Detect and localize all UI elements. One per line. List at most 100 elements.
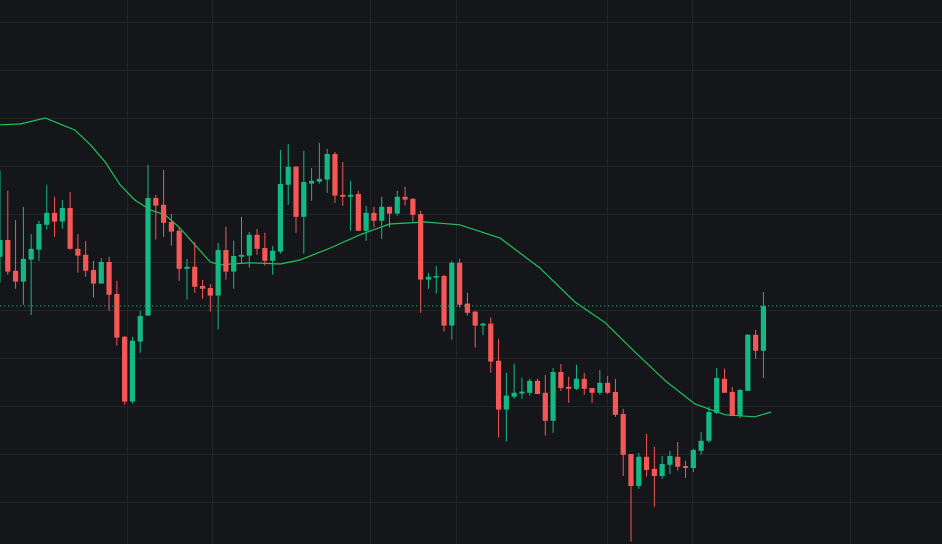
moving-average-line <box>0 117 772 418</box>
candle-body <box>573 378 580 389</box>
candle-up <box>98 258 104 284</box>
candle-body <box>12 270 19 282</box>
candle-body <box>199 286 206 289</box>
candle-down <box>628 454 634 542</box>
candle-body <box>581 378 587 389</box>
candle-body <box>98 262 104 284</box>
candle-body <box>59 208 65 222</box>
candle-down <box>682 460 689 478</box>
candle-down <box>620 408 626 476</box>
candle-down <box>581 372 587 395</box>
candle-body <box>238 254 245 257</box>
candle-down <box>753 330 759 359</box>
candle-body <box>433 276 439 278</box>
candle-up <box>238 216 245 264</box>
candle-up <box>480 322 486 335</box>
candle-body <box>207 288 213 296</box>
candle-body <box>760 306 767 351</box>
candle-body <box>464 303 470 313</box>
candle-body <box>44 212 50 225</box>
candle-body <box>620 414 626 455</box>
candle-down <box>371 206 377 228</box>
candles-layer <box>0 142 767 542</box>
candle-down <box>340 162 346 206</box>
candle-body <box>223 250 229 272</box>
candle-body <box>129 340 136 402</box>
candle-up <box>215 242 221 330</box>
candle-body <box>316 178 322 182</box>
candle-up <box>379 196 385 239</box>
candle-down <box>207 284 213 312</box>
candle-up <box>28 234 34 315</box>
candle-body <box>153 198 159 206</box>
candle-up <box>363 206 369 241</box>
candle-body <box>340 194 346 197</box>
candle-up <box>667 450 673 474</box>
candle-down <box>488 317 494 373</box>
candle-up <box>449 260 455 340</box>
candle-up <box>394 190 400 216</box>
candle-body <box>277 184 284 252</box>
candle-body <box>519 391 525 394</box>
candle-body <box>122 336 128 402</box>
candle-down <box>332 152 338 203</box>
candle-up <box>36 220 42 261</box>
candle-down <box>160 170 167 237</box>
candle-down <box>75 234 81 273</box>
candle-down <box>83 240 89 277</box>
candle-up <box>137 310 143 353</box>
candle-body <box>721 378 728 393</box>
candle-down <box>192 242 198 293</box>
candle-down <box>729 386 735 416</box>
candle-body <box>231 256 237 272</box>
candle-down <box>90 260 97 298</box>
candle-down <box>441 274 447 332</box>
candle-body <box>75 248 81 256</box>
candle-body <box>285 166 291 185</box>
candle-body <box>386 206 393 214</box>
candle-up <box>760 292 767 378</box>
candle-body <box>612 392 619 415</box>
candle-body <box>371 212 377 221</box>
candle-body <box>441 276 447 326</box>
candle-down <box>675 442 681 471</box>
candle-body <box>301 182 307 217</box>
candle-body <box>753 334 759 351</box>
candle-body <box>215 250 221 296</box>
candle-down <box>223 226 229 280</box>
candle-body <box>67 208 73 249</box>
candle-up <box>636 452 642 489</box>
candle-body <box>495 360 502 410</box>
candle-body <box>589 388 595 393</box>
candle-up <box>347 180 354 231</box>
candle-body <box>184 266 190 269</box>
candle-body <box>160 204 167 223</box>
candle-body <box>137 316 143 342</box>
candle-up <box>597 370 603 395</box>
candle-up <box>20 206 26 305</box>
candle-up <box>316 142 322 184</box>
candle-down <box>457 258 463 308</box>
candle-up <box>231 240 237 289</box>
candle-up <box>527 378 533 396</box>
candle-down <box>114 280 120 346</box>
candle-down <box>402 186 408 206</box>
candle-body <box>511 392 517 397</box>
candle-body <box>534 380 541 394</box>
candle-body <box>550 372 556 421</box>
candle-up <box>425 272 432 289</box>
candle-down <box>418 210 424 313</box>
candle-body <box>106 262 112 295</box>
candle-down <box>12 220 19 289</box>
candle-up <box>59 200 65 229</box>
candle-down <box>168 214 174 246</box>
candle-body <box>355 194 361 231</box>
candle-up <box>519 377 525 399</box>
candle-down <box>464 292 470 316</box>
candle-down <box>67 192 73 250</box>
candle-up <box>246 232 252 268</box>
candle-up <box>324 148 330 193</box>
candle-up <box>309 168 315 201</box>
candle-body <box>28 248 34 260</box>
